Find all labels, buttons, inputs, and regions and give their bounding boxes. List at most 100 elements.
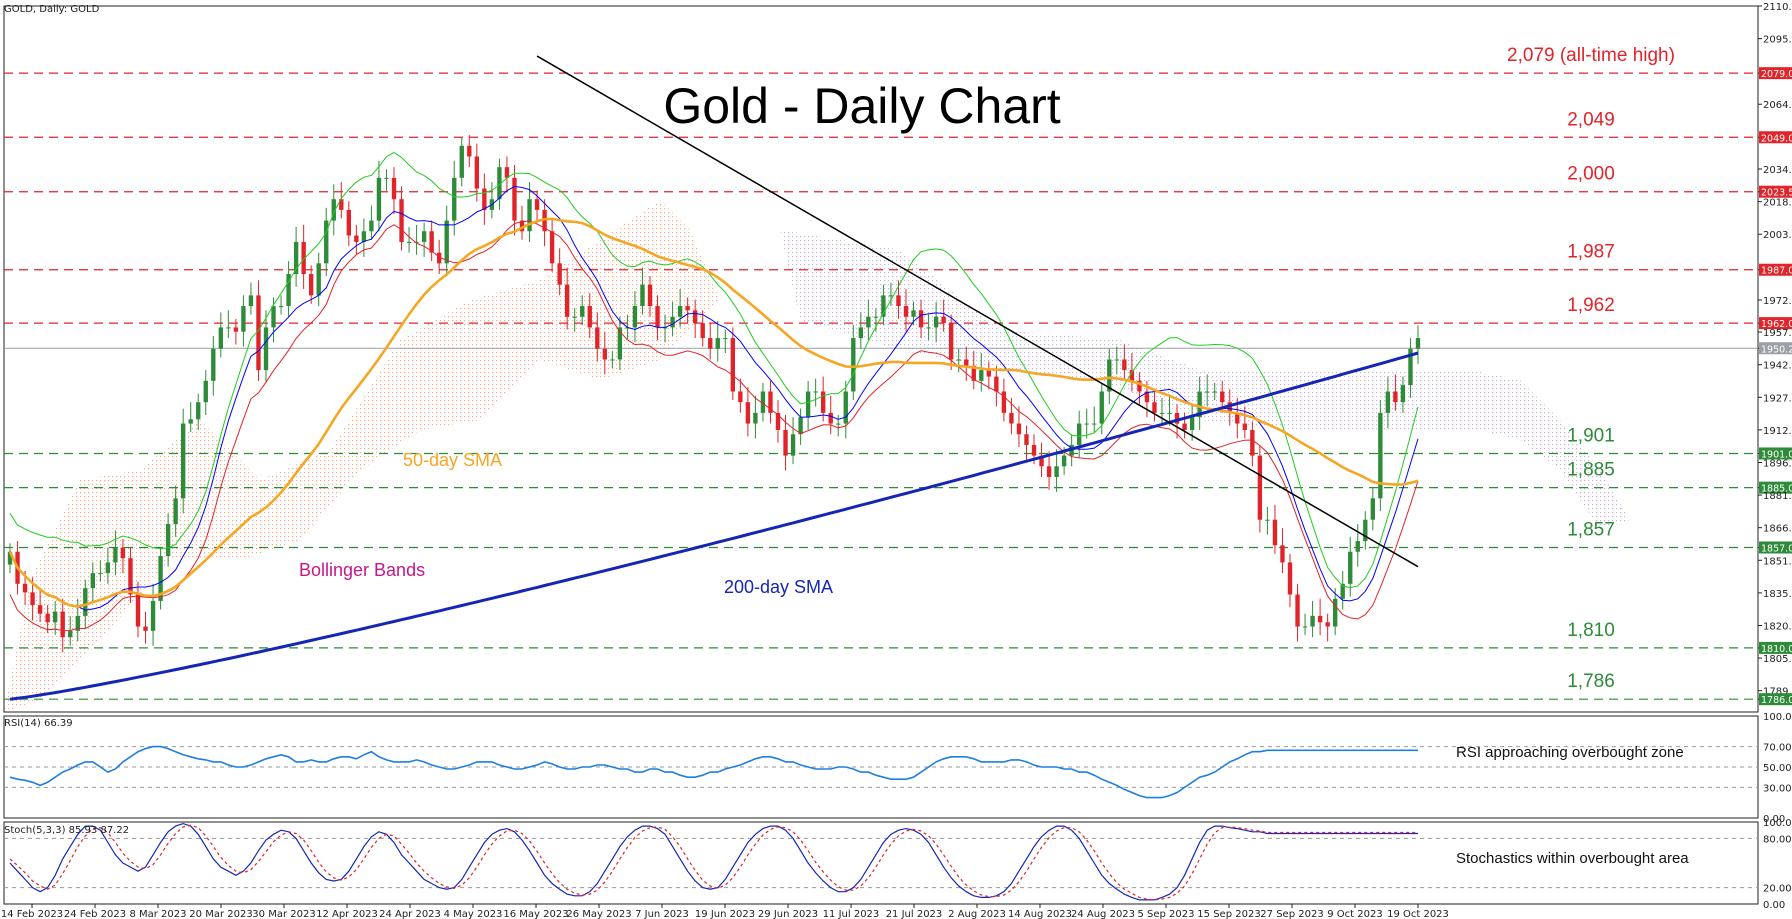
candle[interactable]: [248, 282, 254, 315]
candle[interactable]: [120, 538, 126, 574]
candle[interactable]: [1408, 338, 1413, 398]
candle[interactable]: [376, 160, 382, 232]
candlesticks[interactable]: [7, 135, 1421, 653]
candle[interactable]: [474, 143, 480, 202]
candle[interactable]: [406, 226, 412, 253]
candle[interactable]: [692, 299, 698, 339]
candle[interactable]: [640, 267, 645, 315]
candle[interactable]: [775, 400, 781, 443]
candle[interactable]: [1280, 528, 1285, 574]
candle[interactable]: [1385, 376, 1391, 428]
candle[interactable]: [700, 310, 705, 347]
candle[interactable]: [150, 583, 156, 646]
candle[interactable]: [173, 485, 178, 537]
candle[interactable]: [1159, 397, 1165, 424]
candle[interactable]: [203, 370, 208, 416]
candle[interactable]: [1332, 588, 1338, 636]
candle[interactable]: [444, 205, 449, 277]
candle[interactable]: [1197, 376, 1202, 430]
candle[interactable]: [851, 325, 856, 401]
candle[interactable]: [1325, 613, 1330, 642]
candle[interactable]: [369, 205, 374, 240]
candle[interactable]: [1370, 487, 1376, 531]
candle[interactable]: [655, 295, 660, 341]
candle[interactable]: [745, 387, 751, 437]
candle[interactable]: [339, 182, 344, 219]
candle[interactable]: [1001, 378, 1007, 422]
candle[interactable]: [497, 158, 502, 210]
candle[interactable]: [1272, 504, 1278, 554]
candle[interactable]: [331, 184, 336, 236]
candle[interactable]: [1046, 451, 1052, 490]
candle[interactable]: [580, 295, 585, 326]
candle[interactable]: [1024, 425, 1029, 460]
candle[interactable]: [753, 395, 758, 439]
candle[interactable]: [1378, 400, 1383, 512]
candle[interactable]: [263, 310, 269, 383]
candle[interactable]: [956, 348, 961, 373]
candle[interactable]: [881, 284, 886, 326]
candle[interactable]: [1137, 372, 1142, 405]
candle[interactable]: [715, 321, 720, 362]
candle[interactable]: [165, 513, 171, 567]
candle[interactable]: [858, 312, 864, 349]
candle[interactable]: [527, 182, 532, 242]
candle[interactable]: [918, 299, 924, 339]
candle[interactable]: [1348, 536, 1353, 597]
candle[interactable]: [519, 205, 525, 240]
candle[interactable]: [196, 393, 201, 430]
candle[interactable]: [602, 331, 608, 375]
candle[interactable]: [647, 276, 653, 317]
candle[interactable]: [685, 297, 690, 324]
candle[interactable]: [233, 318, 239, 345]
candle[interactable]: [549, 218, 555, 272]
candle[interactable]: [941, 299, 946, 332]
candle[interactable]: [926, 314, 931, 341]
candle[interactable]: [1114, 346, 1120, 375]
candle[interactable]: [1212, 382, 1217, 401]
candle[interactable]: [467, 135, 472, 168]
candle[interactable]: [587, 293, 592, 339]
candle[interactable]: [971, 350, 976, 390]
candle[interactable]: [324, 207, 329, 277]
candle[interactable]: [843, 380, 848, 439]
candle[interactable]: [354, 224, 359, 255]
candle[interactable]: [60, 598, 65, 653]
candle[interactable]: [1250, 421, 1255, 467]
candle[interactable]: [459, 137, 464, 187]
candle[interactable]: [1265, 506, 1270, 535]
candle[interactable]: [790, 417, 796, 465]
candle[interactable]: [866, 299, 871, 341]
candle[interactable]: [617, 316, 623, 371]
candle[interactable]: [595, 312, 600, 362]
candle[interactable]: [128, 547, 133, 604]
candle[interactable]: [805, 380, 811, 430]
candle[interactable]: [391, 167, 397, 215]
candle[interactable]: [399, 186, 404, 251]
candle[interactable]: [218, 312, 224, 358]
candle[interactable]: [1167, 395, 1172, 426]
candle[interactable]: [986, 361, 992, 390]
candle[interactable]: [768, 380, 773, 424]
candle[interactable]: [211, 335, 216, 396]
candle[interactable]: [188, 402, 193, 433]
candle[interactable]: [564, 267, 570, 330]
candle[interactable]: [1016, 406, 1022, 448]
candle[interactable]: [1340, 570, 1345, 610]
candle[interactable]: [662, 314, 668, 343]
candle[interactable]: [1400, 376, 1406, 413]
candle[interactable]: [760, 382, 766, 422]
candle[interactable]: [308, 265, 314, 304]
candle[interactable]: [346, 201, 352, 247]
candle[interactable]: [677, 288, 683, 328]
candle[interactable]: [158, 547, 163, 610]
candle[interactable]: [45, 605, 50, 633]
candle[interactable]: [293, 226, 299, 287]
candle[interactable]: [278, 295, 284, 315]
candle[interactable]: [316, 252, 321, 307]
candle[interactable]: [783, 415, 788, 471]
candle[interactable]: [414, 224, 419, 255]
candle[interactable]: [1302, 613, 1308, 636]
candle[interactable]: [1204, 374, 1210, 407]
candle[interactable]: [1092, 406, 1097, 433]
